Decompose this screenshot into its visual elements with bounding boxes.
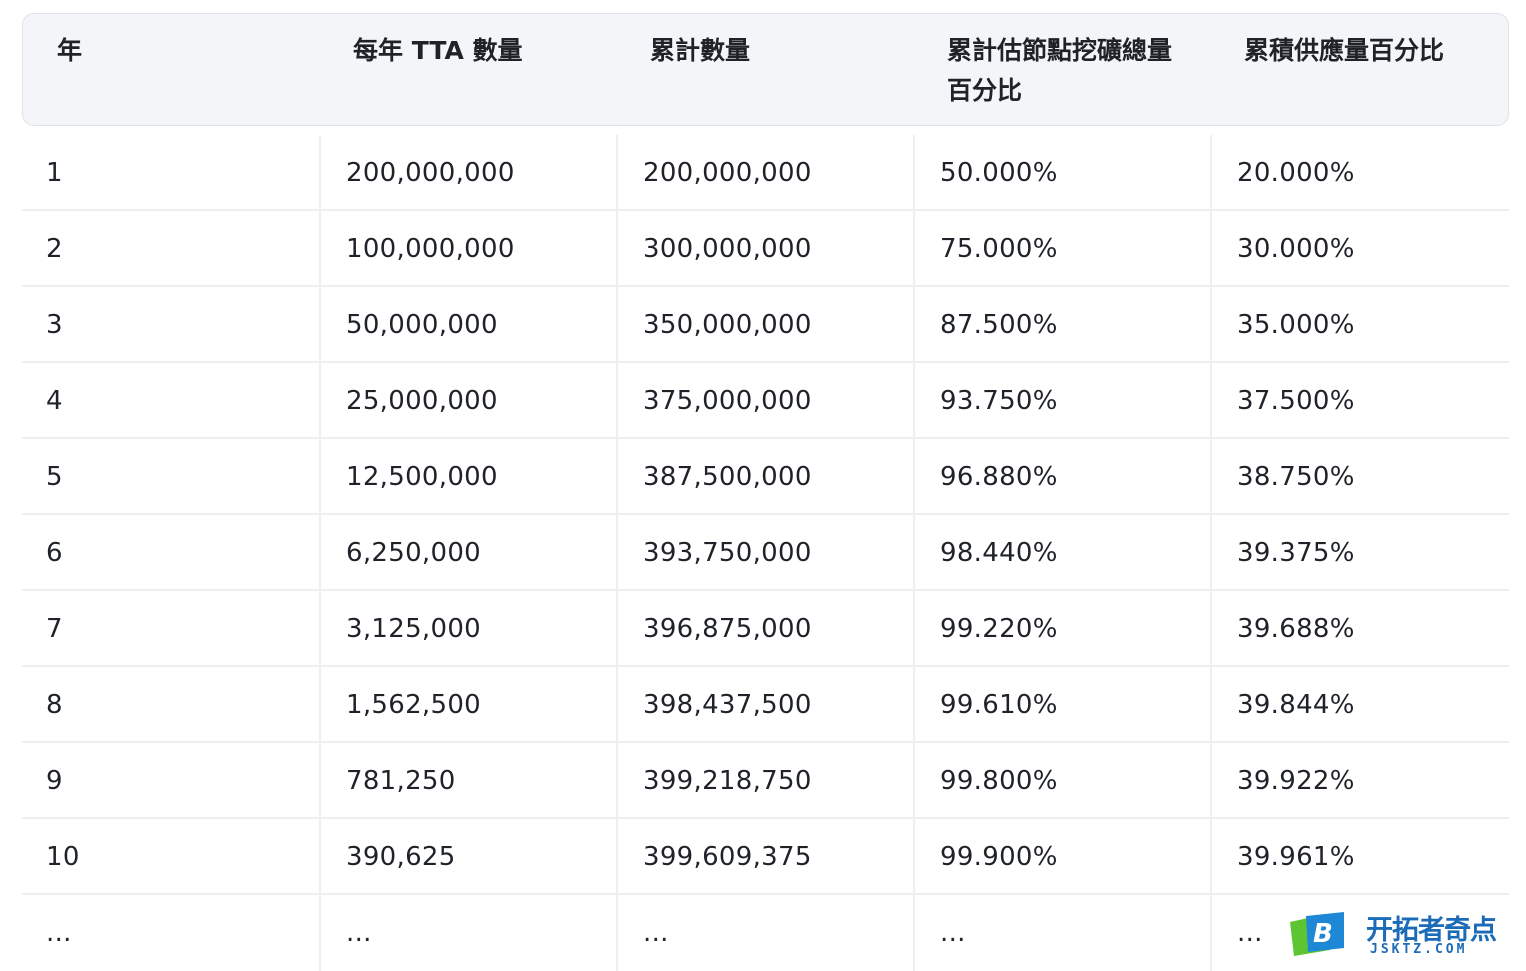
- table-row: 3 50,000,000 350,000,000 87.500% 35.000%: [22, 287, 1509, 363]
- cell-cumulative: 200,000,000: [616, 135, 913, 211]
- cell-cumulative: 387,500,000: [616, 439, 913, 515]
- cell-cumulative: 300,000,000: [616, 211, 913, 287]
- table-row: 8 1,562,500 398,437,500 99.610% 39.844%: [22, 667, 1509, 743]
- cell-year: 3: [46, 310, 63, 340]
- table-row: 9 781,250 399,218,750 99.800% 39.922%: [22, 743, 1509, 819]
- cell-node-mining-percent: 50.000%: [913, 135, 1210, 211]
- table-row: ... ... ... ... ...: [22, 895, 1509, 971]
- cell-node-mining-percent: 99.220%: [913, 591, 1210, 667]
- cell-annual-tta: 1,562,500: [319, 667, 616, 743]
- cell-annual-tta: 100,000,000: [319, 211, 616, 287]
- cell-supply-percent: 39.961%: [1210, 819, 1509, 895]
- cell-year: ...: [46, 918, 72, 948]
- cell-supply-percent: ...: [1210, 895, 1509, 971]
- watermark-title: 开拓者奇点: [1366, 915, 1497, 946]
- column-header-supply-percent: 累積供應量百分比: [1244, 36, 1445, 65]
- cell-supply-percent: 35.000%: [1210, 287, 1509, 363]
- cell-annual-tta: 781,250: [319, 743, 616, 819]
- cell-supply-percent: 30.000%: [1210, 211, 1509, 287]
- cell-node-mining-percent: 96.880%: [913, 439, 1210, 515]
- table-row: 1 200,000,000 200,000,000 50.000% 20.000…: [22, 135, 1509, 211]
- cell-supply-percent: 20.000%: [1210, 135, 1509, 211]
- cell-annual-tta: 200,000,000: [319, 135, 616, 211]
- cell-cumulative: 393,750,000: [616, 515, 913, 591]
- cell-cumulative: 350,000,000: [616, 287, 913, 363]
- cell-supply-percent: 39.844%: [1210, 667, 1509, 743]
- cell-supply-percent: 39.375%: [1210, 515, 1509, 591]
- cell-year: 6: [46, 538, 63, 568]
- svg-text:B: B: [1313, 919, 1333, 949]
- cell-year: 8: [46, 690, 63, 720]
- table-row: 2 100,000,000 300,000,000 75.000% 30.000…: [22, 211, 1509, 287]
- cell-annual-tta: 3,125,000: [319, 591, 616, 667]
- cell-annual-tta: ...: [319, 895, 616, 971]
- table-row: 7 3,125,000 396,875,000 99.220% 39.688%: [22, 591, 1509, 667]
- cell-year: 2: [46, 234, 63, 264]
- cell-year: 9: [46, 766, 63, 796]
- data-table: 年 每年 TTA 數量 累計數量 累計估節點挖礦總量百分比 累積供應量百分比 1…: [22, 13, 1509, 971]
- table-row: 5 12,500,000 387,500,000 96.880% 38.750%: [22, 439, 1509, 515]
- table-header: 年 每年 TTA 數量 累計數量 累計估節點挖礦總量百分比 累積供應量百分比: [22, 13, 1509, 126]
- cell-node-mining-percent: 99.610%: [913, 667, 1210, 743]
- table-row: 10 390,625 399,609,375 99.900% 39.961%: [22, 819, 1509, 895]
- cell-cumulative: 399,218,750: [616, 743, 913, 819]
- cell-node-mining-percent: 87.500%: [913, 287, 1210, 363]
- cell-node-mining-percent: 75.000%: [913, 211, 1210, 287]
- column-header-node-mining-percent: 累計估節點挖礦總量百分比: [947, 36, 1173, 105]
- table-row: 4 25,000,000 375,000,000 93.750% 37.500%: [22, 363, 1509, 439]
- cell-node-mining-percent: 99.900%: [913, 819, 1210, 895]
- column-header-annual-tta: 每年 TTA 數量: [353, 36, 523, 65]
- column-header-cumulative: 累計數量: [650, 36, 751, 65]
- logo-icon: B: [1290, 912, 1344, 956]
- cell-cumulative: 396,875,000: [616, 591, 913, 667]
- site-watermark: B 开拓者奇点 JSKTZ.COM: [1286, 906, 1518, 962]
- cell-year: 1: [46, 158, 63, 188]
- column-header-year: 年: [57, 36, 83, 65]
- cell-supply-percent: 37.500%: [1210, 363, 1509, 439]
- cell-year: 4: [46, 386, 63, 416]
- watermark-subtitle: JSKTZ.COM: [1370, 942, 1468, 957]
- cell-annual-tta: 12,500,000: [319, 439, 616, 515]
- cell-supply-percent: 39.688%: [1210, 591, 1509, 667]
- cell-cumulative: 398,437,500: [616, 667, 913, 743]
- cell-node-mining-percent: 99.800%: [913, 743, 1210, 819]
- cell-annual-tta: 390,625: [319, 819, 616, 895]
- cell-annual-tta: 50,000,000: [319, 287, 616, 363]
- cell-node-mining-percent: 98.440%: [913, 515, 1210, 591]
- cell-annual-tta: 25,000,000: [319, 363, 616, 439]
- cell-supply-percent: 39.922%: [1210, 743, 1509, 819]
- cell-node-mining-percent: ...: [913, 895, 1210, 971]
- cell-year: 10: [46, 842, 80, 872]
- cell-node-mining-percent: 93.750%: [913, 363, 1210, 439]
- cell-year: 5: [46, 462, 63, 492]
- cell-supply-percent: 38.750%: [1210, 439, 1509, 515]
- cell-cumulative: ...: [616, 895, 913, 971]
- cell-year: 7: [46, 614, 63, 644]
- cell-cumulative: 375,000,000: [616, 363, 913, 439]
- table-row: 6 6,250,000 393,750,000 98.440% 39.375%: [22, 515, 1509, 591]
- table-body: 1 200,000,000 200,000,000 50.000% 20.000…: [22, 135, 1509, 971]
- cell-annual-tta: 6,250,000: [319, 515, 616, 591]
- cell-cumulative: 399,609,375: [616, 819, 913, 895]
